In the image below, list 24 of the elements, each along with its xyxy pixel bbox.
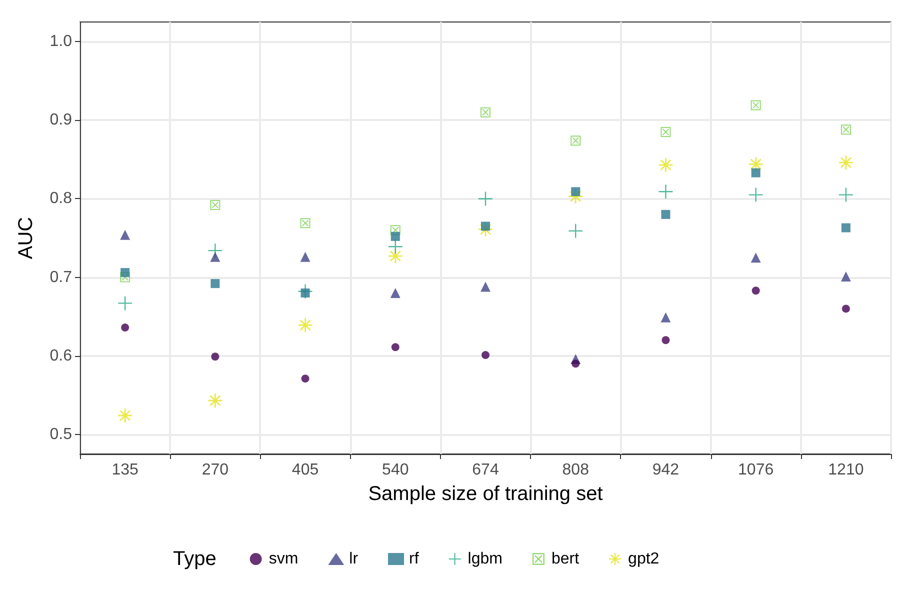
y-tick-label: 0.5: [50, 426, 72, 443]
x-tick-label: 808: [562, 462, 590, 478]
y-tick-label: 0.8: [50, 190, 72, 208]
x-tick-label: 942: [652, 462, 680, 478]
legend-label: gpt2: [628, 550, 660, 568]
y-tick-label: 1.0: [50, 33, 72, 50]
x-tick-label: 135: [112, 462, 138, 478]
x-tick-label: 674: [472, 462, 499, 478]
y-axis-title: AUC: [15, 216, 37, 260]
legend-title: Type: [173, 548, 216, 570]
y-tick-label: 0.6: [50, 347, 72, 364]
legend-label: bert: [551, 550, 580, 568]
x-tick-label: 540: [382, 462, 409, 478]
x-axis-title: Sample size of training set: [368, 483, 604, 505]
legend-label: rf: [409, 550, 420, 568]
x-tick-label: 1210: [828, 462, 864, 478]
x-tick-label: 270: [202, 462, 229, 478]
y-tick-label: 0.7: [50, 268, 72, 286]
legend-label: svm: [268, 550, 298, 568]
x-tick-label: 1076: [738, 462, 774, 478]
x-tick-label: 405: [292, 462, 319, 478]
y-tick-label: 0.9: [50, 112, 72, 129]
legend-label: lgbm: [468, 550, 502, 568]
legend-label: lr: [349, 550, 359, 568]
